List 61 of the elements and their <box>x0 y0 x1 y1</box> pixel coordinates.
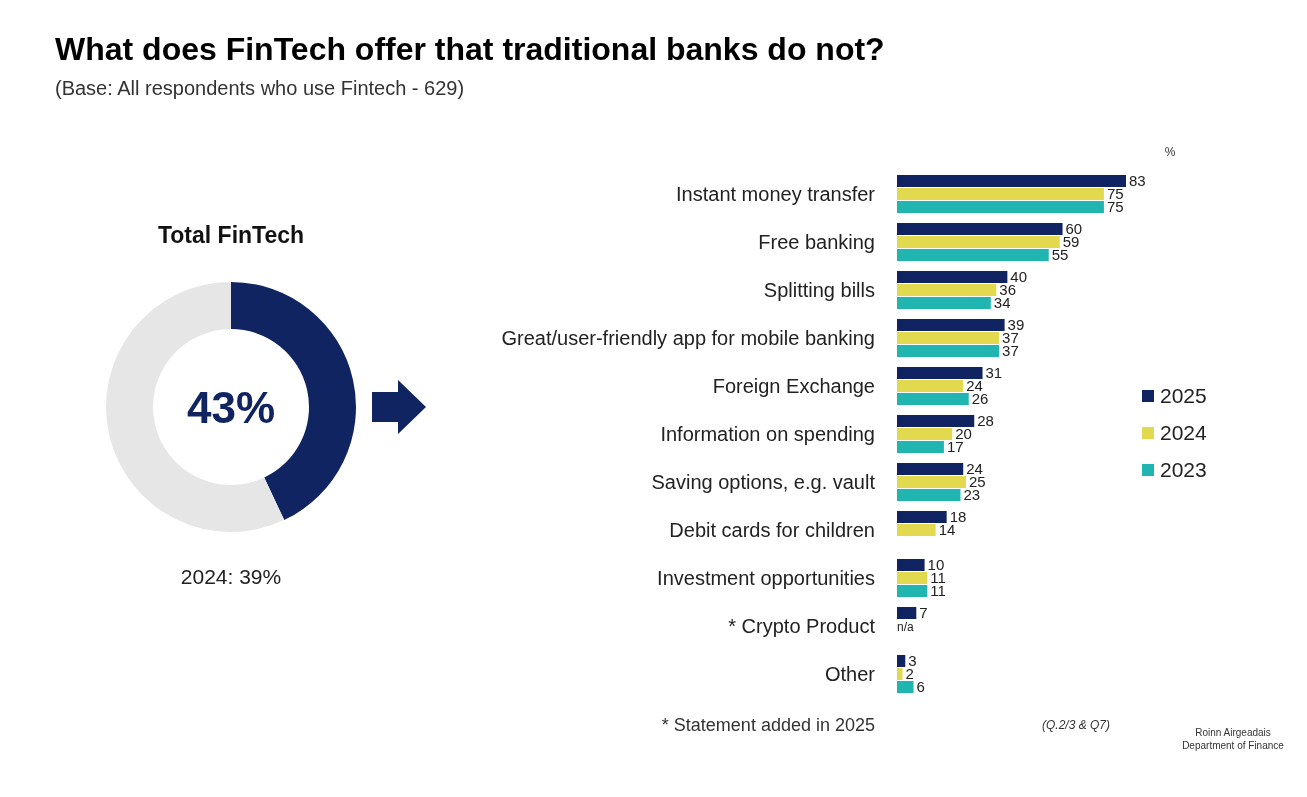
text: * Statement added in 2025 <box>661 715 875 735</box>
data-label: 83 <box>1129 172 1146 189</box>
bar <box>897 297 991 309</box>
bar <box>897 236 1060 248</box>
bar <box>897 655 906 667</box>
bar <box>897 249 1049 261</box>
y-tick-label: Debit cards for children <box>669 519 875 541</box>
donut-slice <box>106 282 285 532</box>
chart-title: Total FinTech <box>157 222 305 248</box>
data-label: 28 <box>977 412 994 429</box>
legend-label: 2023 <box>1160 458 1207 481</box>
y-tick-label: Free banking <box>758 231 875 253</box>
bar <box>897 223 1063 235</box>
bar <box>897 559 925 571</box>
bar <box>897 380 964 392</box>
bar <box>897 463 964 475</box>
data-label: 7 <box>919 604 928 621</box>
bar <box>897 668 903 680</box>
bar <box>897 415 975 427</box>
bar <box>897 393 969 405</box>
bar <box>897 284 997 296</box>
data-label: 6 <box>916 678 925 695</box>
text: (Q.2/3 & Q7) <box>1041 718 1110 732</box>
bar <box>897 428 953 440</box>
text: (Base: All respondents who use Fintech - 629) <box>55 77 465 99</box>
y-tick-label: Great/user-friendly app for mobile banking <box>501 327 875 349</box>
bar <box>897 271 1008 283</box>
bar <box>897 201 1104 213</box>
y-tick-label: Information on spending <box>660 423 875 445</box>
bar <box>897 476 966 488</box>
text: Department of Finance <box>1182 740 1285 751</box>
bar <box>897 175 1126 187</box>
bar <box>897 332 1000 344</box>
bar <box>897 511 947 523</box>
legend-label: 2024 <box>1160 421 1208 444</box>
y-tick-label: * Crypto Product <box>728 615 876 637</box>
y-tick-label: Other <box>824 663 876 685</box>
y-tick-label: Instant money transfer <box>676 183 876 205</box>
data-label: 31 <box>985 364 1003 381</box>
text: n/a <box>897 620 914 634</box>
text: Roinn Airgeadais <box>1195 727 1271 738</box>
text: % <box>1164 145 1176 159</box>
bar <box>897 367 983 379</box>
bar <box>897 441 944 453</box>
y-tick-label: Saving options, e.g. vault <box>651 471 876 493</box>
bar <box>897 319 1005 331</box>
y-tick-label: Investment opportunities <box>657 567 875 589</box>
bar <box>897 572 928 584</box>
y-tick-label: Splitting bills <box>763 279 875 301</box>
bar <box>897 607 917 619</box>
text: 2024: 39% <box>180 565 282 588</box>
bar <box>897 345 1000 357</box>
text: What does FinTech offer that traditional banks do not? <box>55 31 885 67</box>
bar <box>897 524 936 536</box>
text: 43% <box>186 383 276 432</box>
bar <box>897 188 1104 200</box>
bar <box>897 681 914 693</box>
bar <box>897 489 961 501</box>
y-tick-label: Foreign Exchange <box>712 375 875 397</box>
bar <box>897 585 928 597</box>
legend-label: 2025 <box>1160 384 1207 407</box>
